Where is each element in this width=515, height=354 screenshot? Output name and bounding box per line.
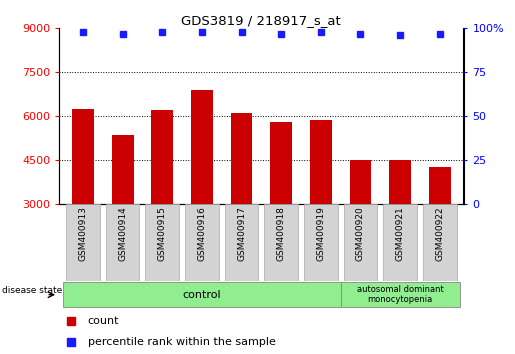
Bar bbox=[270, 122, 292, 204]
Text: GSM400920: GSM400920 bbox=[356, 206, 365, 261]
Text: autosomal dominant
monocytopenia: autosomal dominant monocytopenia bbox=[357, 285, 443, 304]
Text: GSM400918: GSM400918 bbox=[277, 206, 286, 261]
Text: count: count bbox=[88, 316, 119, 326]
Text: GSM400915: GSM400915 bbox=[158, 206, 167, 261]
Bar bbox=[72, 109, 94, 204]
Text: GSM400921: GSM400921 bbox=[396, 206, 405, 261]
Text: disease state: disease state bbox=[3, 286, 63, 295]
Text: GSM400914: GSM400914 bbox=[118, 206, 127, 261]
FancyBboxPatch shape bbox=[304, 204, 338, 281]
Text: GSM400913: GSM400913 bbox=[78, 206, 88, 261]
FancyBboxPatch shape bbox=[106, 204, 140, 281]
Text: GSM400916: GSM400916 bbox=[197, 206, 207, 261]
FancyBboxPatch shape bbox=[185, 204, 219, 281]
FancyBboxPatch shape bbox=[66, 204, 100, 281]
Title: GDS3819 / 218917_s_at: GDS3819 / 218917_s_at bbox=[181, 14, 341, 27]
Bar bbox=[151, 110, 173, 204]
FancyBboxPatch shape bbox=[340, 282, 459, 307]
Bar bbox=[231, 113, 252, 204]
Bar bbox=[389, 160, 411, 204]
FancyBboxPatch shape bbox=[145, 204, 179, 281]
Bar bbox=[310, 120, 332, 204]
Text: GSM400919: GSM400919 bbox=[316, 206, 325, 261]
Text: GSM400922: GSM400922 bbox=[435, 206, 444, 261]
FancyBboxPatch shape bbox=[63, 282, 340, 307]
FancyBboxPatch shape bbox=[264, 204, 298, 281]
Text: GSM400917: GSM400917 bbox=[237, 206, 246, 261]
Bar bbox=[350, 160, 371, 204]
Bar bbox=[112, 135, 133, 204]
FancyBboxPatch shape bbox=[383, 204, 417, 281]
Bar bbox=[191, 90, 213, 204]
Text: control: control bbox=[183, 290, 221, 300]
FancyBboxPatch shape bbox=[423, 204, 457, 281]
FancyBboxPatch shape bbox=[344, 204, 377, 281]
Text: percentile rank within the sample: percentile rank within the sample bbox=[88, 337, 276, 348]
Bar bbox=[429, 167, 451, 204]
FancyBboxPatch shape bbox=[225, 204, 259, 281]
